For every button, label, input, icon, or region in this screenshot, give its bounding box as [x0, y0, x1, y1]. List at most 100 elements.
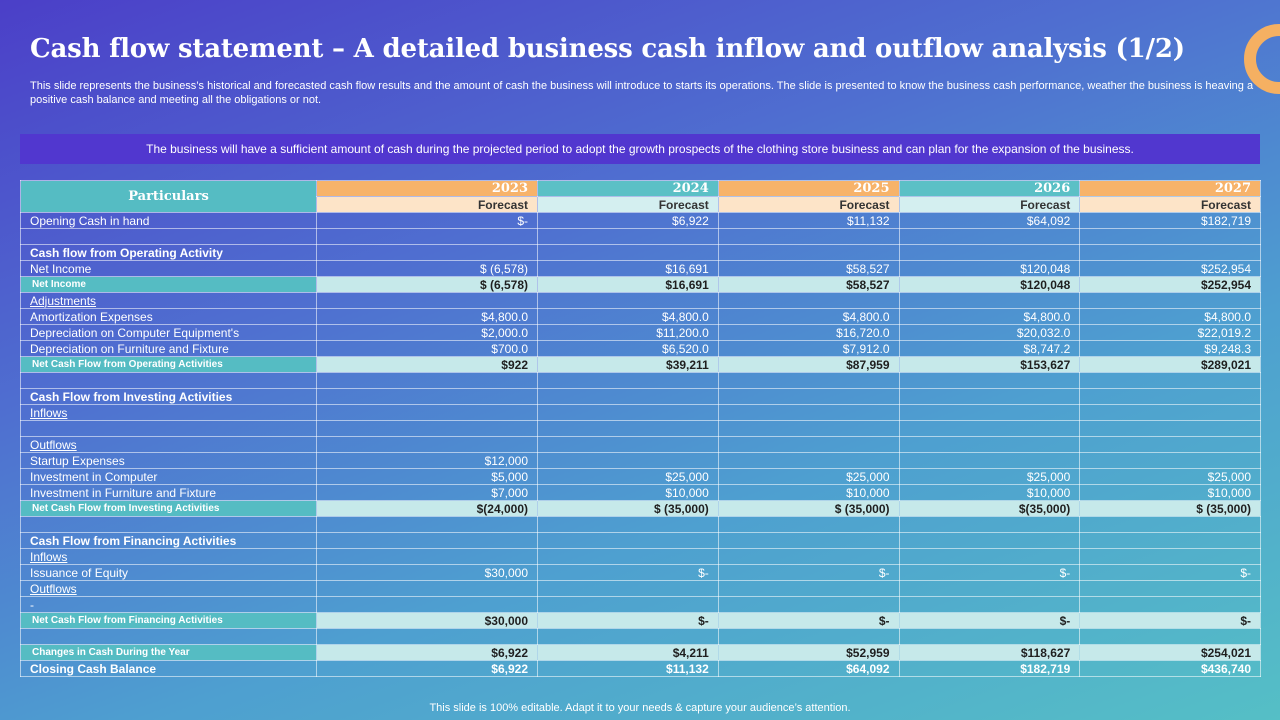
value-cell-2023	[316, 516, 538, 533]
table-row: Adjustments	[20, 292, 1261, 309]
value-cell-2024	[537, 628, 719, 645]
value-cell-2023: $6,922	[316, 644, 538, 661]
row-label: Investment in Computer	[20, 468, 317, 485]
value-cell-2025: $25,000	[717, 468, 900, 485]
value-cell-2026	[898, 228, 1081, 245]
row-label: Investment in Furniture and Fixture	[20, 484, 317, 501]
value-cell-2024	[537, 420, 719, 437]
value-cell-2027	[1079, 420, 1261, 437]
value-cell-2026	[898, 580, 1081, 597]
table-row: -	[20, 596, 1261, 613]
value-cell-2026	[898, 596, 1081, 613]
value-cell-2023: $6,922	[316, 660, 538, 677]
value-cell-2026: $-	[898, 564, 1081, 581]
value-cell-2025: $52,959	[717, 644, 900, 661]
value-cell-2027: $9,248.3	[1079, 340, 1261, 357]
forecast-label: Forecast	[717, 196, 900, 213]
value-cell-2027	[1079, 244, 1261, 261]
table-row: Opening Cash in hand $- $6,922 $11,132 $64,0…	[20, 212, 1261, 229]
value-cell-2024	[537, 244, 719, 261]
year-header-2023: 2023	[316, 180, 538, 197]
value-cell-2027	[1079, 628, 1261, 645]
value-cell-2023: $12,000	[316, 452, 538, 469]
year-header-2027: 2027	[1079, 180, 1261, 197]
value-cell-2023: $5,000	[316, 468, 538, 485]
value-cell-2024	[537, 452, 719, 469]
table-row: Net Cash Flow from Investing Activities $…	[20, 500, 1261, 517]
value-cell-2025	[717, 388, 900, 405]
table-row: Depreciation on Computer Equipment's $2,0…	[20, 324, 1261, 341]
value-cell-2025	[717, 244, 900, 261]
value-cell-2025: $10,000	[717, 484, 900, 501]
forecast-label: Forecast	[1079, 196, 1261, 213]
row-label	[20, 516, 317, 533]
value-cell-2027: $25,000	[1079, 468, 1261, 485]
value-cell-2026	[898, 436, 1081, 453]
row-label: Opening Cash in hand	[20, 212, 317, 229]
value-cell-2024	[537, 580, 719, 597]
slide-description: This slide represents the business’s his…	[30, 80, 1254, 106]
value-cell-2024	[537, 404, 719, 421]
table-row: Cash Flow from Investing Activities	[20, 388, 1261, 405]
value-cell-2023	[316, 244, 538, 261]
value-cell-2027	[1079, 596, 1261, 613]
value-cell-2027	[1079, 580, 1261, 597]
table-row: Amortization Expenses $4,800.0 $4,800.0 $4,…	[20, 308, 1261, 325]
value-cell-2024	[537, 596, 719, 613]
row-label: Net Income	[20, 276, 317, 293]
value-cell-2025: $-	[717, 564, 900, 581]
value-cell-2024	[537, 436, 719, 453]
value-cell-2023	[316, 532, 538, 549]
value-cell-2024	[537, 548, 719, 565]
row-label: Net Cash Flow from Operating Activities	[20, 356, 317, 373]
value-cell-2026: $(35,000)	[898, 500, 1081, 517]
table-row	[20, 420, 1261, 437]
value-cell-2025	[717, 628, 900, 645]
value-cell-2027: $10,000	[1079, 484, 1261, 501]
value-cell-2027	[1079, 452, 1261, 469]
value-cell-2023	[316, 628, 538, 645]
value-cell-2025: $ (35,000)	[717, 500, 900, 517]
table-row	[20, 628, 1261, 645]
row-label: Closing Cash Balance	[20, 660, 317, 677]
row-label: Inflows	[20, 548, 317, 565]
table-row: Outflows	[20, 436, 1261, 453]
value-cell-2027: $436,740	[1079, 660, 1261, 677]
value-cell-2027	[1079, 516, 1261, 533]
value-cell-2025	[717, 532, 900, 549]
table-row: Outflows	[20, 580, 1261, 597]
value-cell-2023	[316, 228, 538, 245]
value-cell-2026	[898, 628, 1081, 645]
value-cell-2025: $11,132	[717, 212, 900, 229]
row-label: Cash Flow from Investing Activities	[20, 388, 317, 405]
row-label	[20, 228, 317, 245]
value-cell-2025	[717, 420, 900, 437]
value-cell-2023	[316, 420, 538, 437]
table-row: Issuance of Equity $30,000 $- $- $- $-	[20, 564, 1261, 581]
value-cell-2023: $2,000.0	[316, 324, 538, 341]
value-cell-2027: $4,800.0	[1079, 308, 1261, 325]
row-label: Outflows	[20, 436, 317, 453]
value-cell-2026	[898, 244, 1081, 261]
cash-flow-table: Particulars 2023 2024 2025 2026 2027 For…	[20, 180, 1261, 677]
value-cell-2026: $120,048	[898, 260, 1081, 277]
table-row: Net Cash Flow from Operating Activities $…	[20, 356, 1261, 373]
row-label: Net Income	[20, 260, 317, 277]
year-header-2026: 2026	[898, 180, 1081, 197]
year-header-row: Particulars 2023 2024 2025 2026 2027	[20, 180, 1261, 213]
value-cell-2027: $182,719	[1079, 212, 1261, 229]
value-cell-2024: $25,000	[537, 468, 719, 485]
value-cell-2025: $-	[717, 612, 900, 629]
value-cell-2024: $6,922	[537, 212, 719, 229]
value-cell-2027: $ (35,000)	[1079, 500, 1261, 517]
footer-note: This slide is 100% editable. Adapt it to…	[429, 702, 851, 714]
value-cell-2023: $922	[316, 356, 538, 373]
value-cell-2026: $120,048	[898, 276, 1081, 293]
value-cell-2024: $11,132	[537, 660, 719, 677]
value-cell-2024: $16,691	[537, 276, 719, 293]
value-cell-2025	[717, 436, 900, 453]
row-label: Startup Expenses	[20, 452, 317, 469]
value-cell-2026: $25,000	[898, 468, 1081, 485]
value-cell-2023: $30,000	[316, 612, 538, 629]
value-cell-2026	[898, 420, 1081, 437]
